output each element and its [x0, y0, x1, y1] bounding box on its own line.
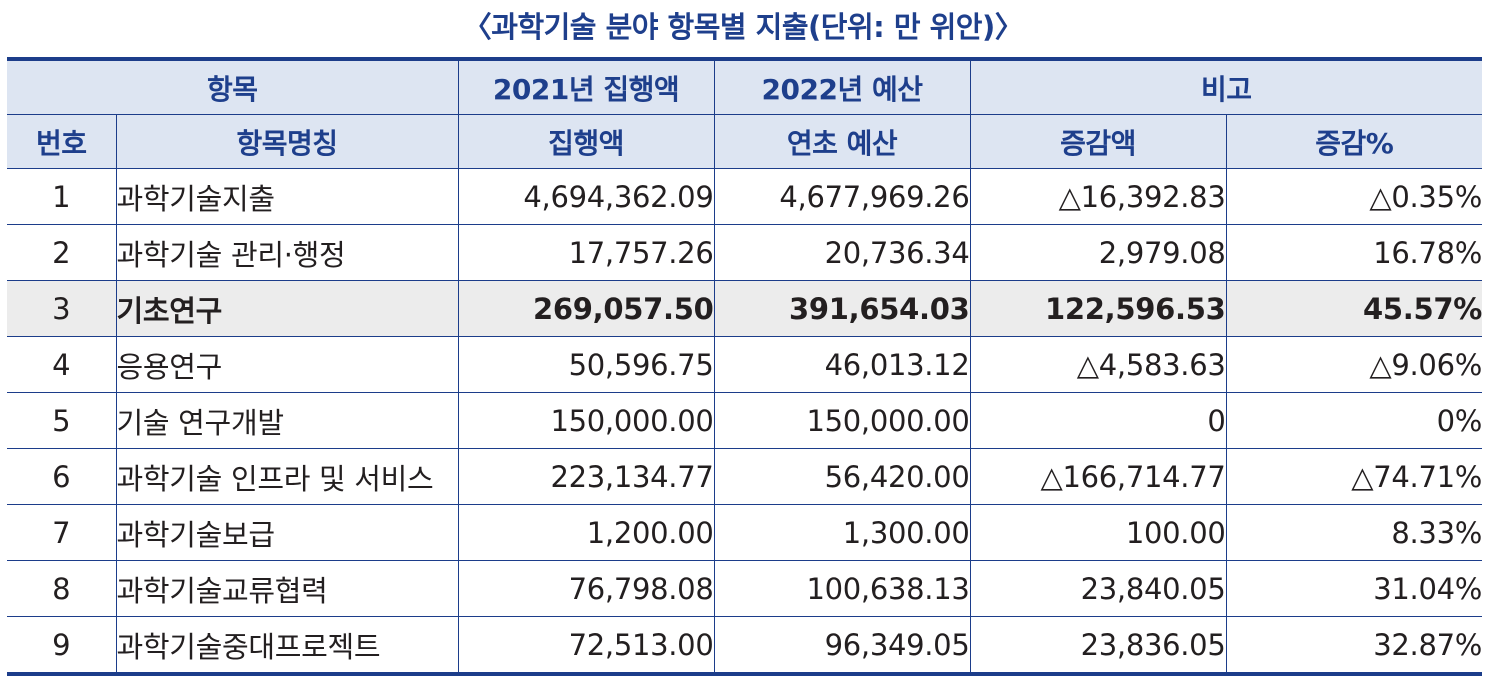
- table-row-highlighted: 3 기초연구 269,057.50 391,654.03 122,596.53 …: [7, 280, 1482, 337]
- header-col-diff: 증감액: [969, 114, 1227, 169]
- row-diff-amount: △166,714.77: [969, 448, 1227, 505]
- row-number: 1: [7, 168, 117, 225]
- row-diff-amount: 100.00: [969, 504, 1227, 561]
- header-col-num: 번호: [7, 114, 117, 169]
- row-item-name: 과학기술지출: [115, 168, 459, 225]
- row-diff-amount: △16,392.83: [969, 168, 1227, 225]
- row-budget-amount: 56,420.00: [713, 448, 971, 505]
- row-exec-amount: 223,134.77: [457, 448, 715, 505]
- row-number: 7: [7, 504, 117, 561]
- table-title: 〈과학기술 분야 항목별 지출(단위: 만 위안)〉: [462, 10, 1024, 44]
- row-diff-amount: 0: [969, 392, 1227, 449]
- table-header: 항목 2021년 집행액 2022년 예산 비고 번호 항목명칭 집행액 연초 …: [7, 58, 1482, 169]
- header-col-name: 항목명칭: [115, 114, 459, 169]
- row-number: 4: [7, 336, 117, 393]
- row-budget-amount: 46,013.12: [713, 336, 971, 393]
- row-diff-amount: △4,583.63: [969, 336, 1227, 393]
- table-row: 8 과학기술교류협력 76,798.08 100,638.13 23,840.0…: [7, 560, 1482, 617]
- row-budget-amount: 4,677,969.26: [713, 168, 971, 225]
- row-diff-percent: △0.35%: [1225, 168, 1482, 225]
- expenditure-table: 항목 2021년 집행액 2022년 예산 비고 번호 항목명칭 집행액 연초 …: [7, 57, 1482, 676]
- row-number: 6: [7, 448, 117, 505]
- row-item-name: 기초연구: [115, 280, 459, 337]
- table-body: 1 과학기술지출 4,694,362.09 4,677,969.26 △16,3…: [7, 168, 1482, 675]
- row-item-name: 과학기술중대프로젝트: [115, 616, 459, 675]
- row-item-name: 응용연구: [115, 336, 459, 393]
- row-diff-amount: 122,596.53: [969, 280, 1227, 337]
- header-exec-2021: 2021년 집행액: [457, 58, 715, 115]
- row-exec-amount: 76,798.08: [457, 560, 715, 617]
- row-exec-amount: 1,200.00: [457, 504, 715, 561]
- table-row: 5 기술 연구개발 150,000.00 150,000.00 0 0%: [7, 392, 1482, 449]
- row-exec-amount: 150,000.00: [457, 392, 715, 449]
- row-number: 5: [7, 392, 117, 449]
- row-diff-percent: 8.33%: [1225, 504, 1482, 561]
- row-budget-amount: 100,638.13: [713, 560, 971, 617]
- row-number: 8: [7, 560, 117, 617]
- row-diff-amount: 23,836.05: [969, 616, 1227, 675]
- row-exec-amount: 72,513.00: [457, 616, 715, 675]
- table-row: 2 과학기술 관리·행정 17,757.26 20,736.34 2,979.0…: [7, 224, 1482, 281]
- row-budget-amount: 1,300.00: [713, 504, 971, 561]
- header-note-group: 비고: [969, 58, 1482, 115]
- row-diff-percent: 0%: [1225, 392, 1482, 449]
- row-exec-amount: 17,757.26: [457, 224, 715, 281]
- table-row: 4 응용연구 50,596.75 46,013.12 △4,583.63 △9.…: [7, 336, 1482, 393]
- row-budget-amount: 20,736.34: [713, 224, 971, 281]
- row-diff-amount: 2,979.08: [969, 224, 1227, 281]
- row-diff-percent: 16.78%: [1225, 224, 1482, 281]
- row-budget-amount: 96,349.05: [713, 616, 971, 675]
- header-item-group: 항목: [7, 58, 459, 115]
- row-number: 9: [7, 616, 117, 675]
- row-item-name: 기술 연구개발: [115, 392, 459, 449]
- header-col-pct: 증감%: [1225, 114, 1482, 169]
- table-row: 7 과학기술보급 1,200.00 1,300.00 100.00 8.33%: [7, 504, 1482, 561]
- header-col-budget: 연초 예산: [713, 114, 971, 169]
- row-exec-amount: 50,596.75: [457, 336, 715, 393]
- header-col-exec: 집행액: [457, 114, 715, 169]
- table-row: 1 과학기술지출 4,694,362.09 4,677,969.26 △16,3…: [7, 168, 1482, 225]
- row-exec-amount: 4,694,362.09: [457, 168, 715, 225]
- row-item-name: 과학기술교류협력: [115, 560, 459, 617]
- row-budget-amount: 150,000.00: [713, 392, 971, 449]
- header-row-group: 항목 2021년 집행액 2022년 예산 비고: [7, 58, 1482, 115]
- table-row: 9 과학기술중대프로젝트 72,513.00 96,349.05 23,836.…: [7, 616, 1482, 675]
- row-diff-percent: 31.04%: [1225, 560, 1482, 617]
- header-budget-2022: 2022년 예산: [713, 58, 971, 115]
- row-diff-percent: △74.71%: [1225, 448, 1482, 505]
- table-row: 6 과학기술 인프라 및 서비스 223,134.77 56,420.00 △1…: [7, 448, 1482, 505]
- row-budget-amount: 391,654.03: [713, 280, 971, 337]
- row-diff-percent: 32.87%: [1225, 616, 1482, 675]
- row-number: 2: [7, 224, 117, 281]
- row-item-name: 과학기술 관리·행정: [115, 224, 459, 281]
- row-diff-percent: △9.06%: [1225, 336, 1482, 393]
- row-exec-amount: 269,057.50: [457, 280, 715, 337]
- row-diff-percent: 45.57%: [1225, 280, 1482, 337]
- row-number: 3: [7, 280, 117, 337]
- row-item-name: 과학기술 인프라 및 서비스: [115, 448, 459, 505]
- row-diff-amount: 23,840.05: [969, 560, 1227, 617]
- row-item-name: 과학기술보급: [115, 504, 459, 561]
- header-row-columns: 번호 항목명칭 집행액 연초 예산 증감액 증감%: [7, 114, 1482, 169]
